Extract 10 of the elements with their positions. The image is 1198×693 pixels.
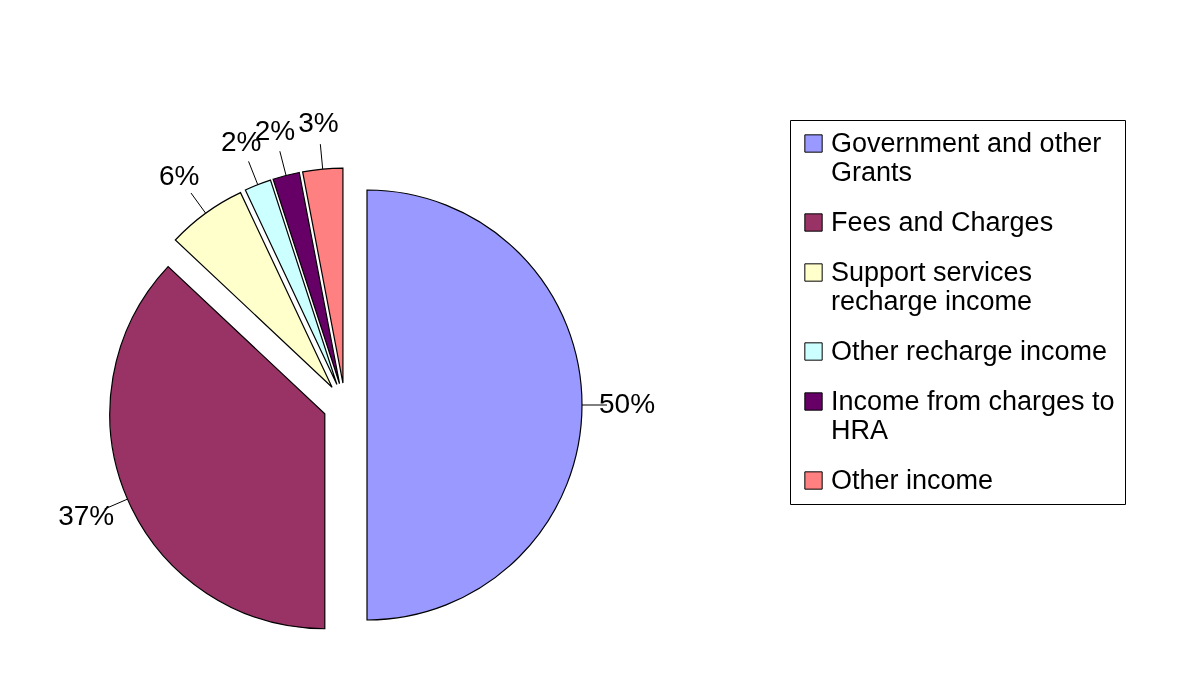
data-label: 3% (298, 107, 339, 139)
legend-label: Government and other Grants (831, 127, 1102, 187)
legend-label: Income from charges to HRA (831, 385, 1115, 445)
legend-label: Support services recharge income (831, 256, 1033, 316)
data-label: 6% (159, 159, 200, 191)
legend-label: Fees and Charges (831, 206, 1054, 237)
legend-label: Other recharge income (831, 335, 1108, 366)
data-label: 50% (598, 388, 656, 419)
legend-label: Other income (831, 464, 994, 495)
data-label: 37% (58, 500, 115, 531)
